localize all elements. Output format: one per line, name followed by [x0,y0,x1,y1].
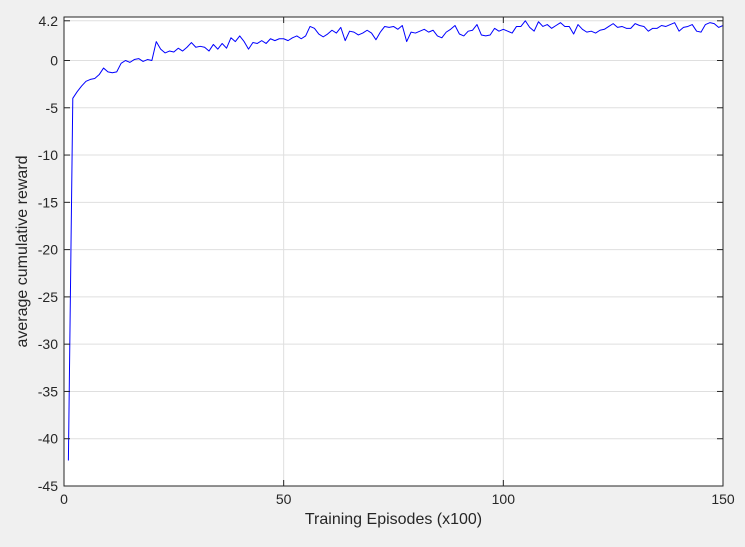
x-tick-label: 0 [60,491,68,507]
y-tick-label: -30 [38,336,58,352]
y-tick-label: -10 [38,147,58,163]
series-line-1 [67,20,724,461]
tick-labels: 0 50 100 150 4.2 0 -5 -10 -15 -20 -25 -30 -35 -40 -45 [38,13,735,507]
series-layer [67,20,724,461]
y-tick-label: -25 [38,289,58,305]
grid [64,17,723,486]
x-tick-label: 150 [711,491,735,507]
y-tick-label: -40 [38,431,58,447]
y-tick-label: -5 [46,100,59,116]
x-axis-label: Training Episodes (x100) [305,511,482,528]
y-tick-label: -20 [38,242,58,258]
y-tick-label: -35 [38,383,58,399]
plot-area [64,17,723,486]
y-tick-label: -45 [38,478,58,494]
y-tick-label: 0 [50,52,58,68]
y-axis-label: average cumulative reward [14,155,31,347]
x-tick-label: 100 [492,491,516,507]
x-tick-label: 50 [276,491,292,507]
y-tick-label: -15 [38,194,58,210]
y-tick-label: 4.2 [39,13,59,29]
ticks [63,17,724,487]
plot-frame [63,16,724,487]
